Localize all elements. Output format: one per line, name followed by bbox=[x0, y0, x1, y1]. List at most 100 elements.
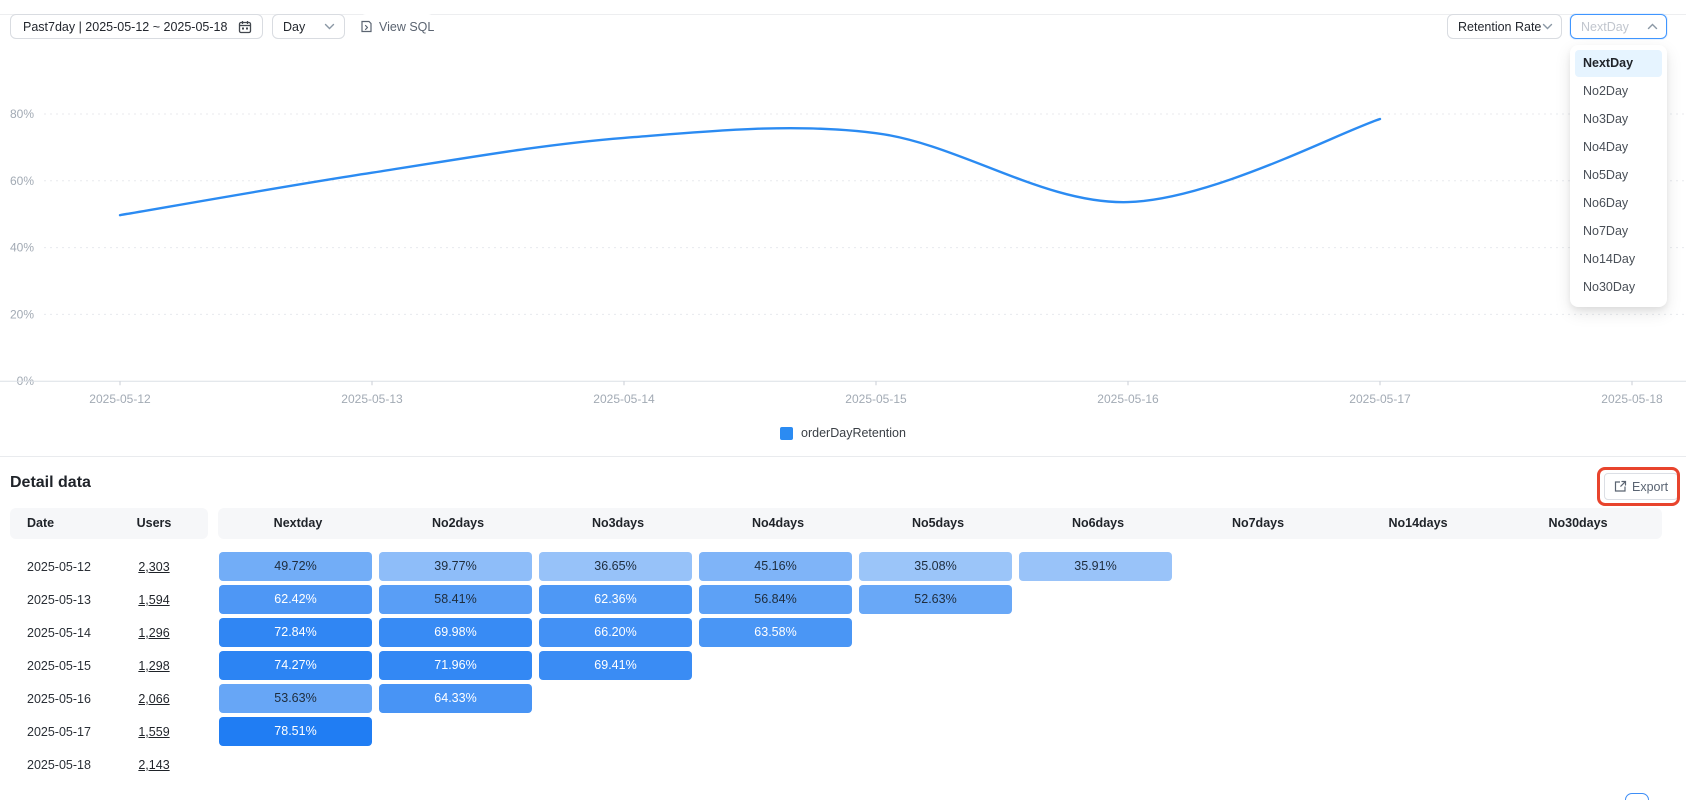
retention-cell: 35.08% bbox=[859, 552, 1012, 581]
svg-text:80%: 80% bbox=[10, 107, 34, 121]
dropdown-option-No5Day[interactable]: No5Day bbox=[1583, 168, 1629, 182]
date-cell: 2025-05-18 bbox=[27, 758, 91, 772]
svg-text:2025-05-18: 2025-05-18 bbox=[1601, 392, 1663, 406]
users-cell: 2,303 bbox=[100, 551, 208, 584]
pagination-button[interactable] bbox=[1625, 793, 1649, 800]
svg-text:2025-05-17: 2025-05-17 bbox=[1349, 392, 1411, 406]
dropdown-option-NextDay[interactable]: NextDay bbox=[1575, 50, 1662, 77]
retention-line-chart: 0%20%40%60%80%2025-05-12 2025-05-13 2025-0… bbox=[0, 107, 1686, 406]
period-select[interactable]: NextDay bbox=[1570, 14, 1667, 39]
svg-text:2025-05-14: 2025-05-14 bbox=[593, 392, 655, 406]
users-link[interactable]: 1,559 bbox=[138, 725, 170, 739]
dropdown-option-No7Day[interactable]: No7Day bbox=[1583, 224, 1629, 238]
dropdown-option-No3Day[interactable]: No3Day bbox=[1583, 112, 1629, 126]
sql-document-icon bbox=[360, 20, 373, 33]
svg-text:20%: 20% bbox=[10, 307, 34, 321]
chevron-down-icon bbox=[1542, 23, 1553, 30]
retention-cell: 53.63% bbox=[219, 684, 372, 713]
chevron-up-icon bbox=[1647, 23, 1658, 30]
period-placeholder: NextDay bbox=[1581, 19, 1629, 34]
retention-cell: 69.41% bbox=[539, 651, 692, 680]
legend-item-orderDayRetention[interactable]: orderDayRetention bbox=[780, 426, 906, 440]
column-header-no5days: No5days bbox=[911, 516, 965, 530]
retention-cell: 64.33% bbox=[379, 684, 532, 713]
retention-cell: 66.20% bbox=[539, 618, 692, 647]
retention-cell: 49.72% bbox=[219, 552, 372, 581]
dropdown-option-No6Day[interactable]: No6Day bbox=[1583, 196, 1629, 210]
column-header-no3days: No3days bbox=[591, 516, 645, 530]
retention-cell: 45.16% bbox=[699, 552, 852, 581]
section-divider bbox=[0, 456, 1686, 457]
users-cell: 1,298 bbox=[100, 650, 208, 683]
table-header-group-retention bbox=[218, 508, 1662, 539]
column-header-nextday: Nextday bbox=[273, 516, 323, 530]
users-link[interactable]: 2,143 bbox=[138, 758, 170, 772]
legend-marker bbox=[780, 426, 794, 440]
granularity-value: Day bbox=[283, 19, 306, 34]
retention-cell: 62.36% bbox=[539, 585, 692, 614]
column-header-no7days: No7days bbox=[1231, 516, 1285, 530]
dropdown-option-No2Day[interactable]: No2Day bbox=[1583, 84, 1629, 98]
date-range-value: Past7day | 2025-05-12 ~ 2025-05-18 bbox=[23, 19, 228, 34]
svg-text:40%: 40% bbox=[10, 241, 34, 255]
column-header-no30days: No30days bbox=[1548, 516, 1608, 530]
table-header-group-left bbox=[10, 508, 208, 539]
view-sql-label: View SQL bbox=[379, 19, 435, 34]
retention-cell: 78.51% bbox=[219, 717, 372, 746]
users-link[interactable]: 2,066 bbox=[138, 692, 170, 706]
column-header-no14days: No14days bbox=[1388, 516, 1448, 530]
svg-text:2025-05-15: 2025-05-15 bbox=[845, 392, 907, 406]
column-header-no4days: No4days bbox=[751, 516, 805, 530]
users-link[interactable]: 1,296 bbox=[138, 626, 170, 640]
calendar-icon bbox=[238, 20, 252, 34]
users-cell: 2,143 bbox=[100, 749, 208, 782]
chart-legend: orderDayRetention bbox=[0, 426, 1686, 440]
svg-text:2025-05-12: 2025-05-12 bbox=[89, 392, 151, 406]
retention-cell: 39.77% bbox=[379, 552, 532, 581]
users-cell: 1,559 bbox=[100, 716, 208, 749]
users-link[interactable]: 1,594 bbox=[138, 593, 170, 607]
date-cell: 2025-05-12 bbox=[27, 560, 91, 574]
svg-text:2025-05-16: 2025-05-16 bbox=[1097, 392, 1159, 406]
detail-data-title: Detail data bbox=[10, 474, 91, 491]
dropdown-option-No14Day[interactable]: No14Day bbox=[1583, 252, 1636, 266]
metric-value: Retention Rate bbox=[1458, 19, 1542, 34]
date-cell: 2025-05-17 bbox=[27, 725, 91, 739]
legend-label: orderDayRetention bbox=[801, 426, 906, 440]
retention-cell: 72.84% bbox=[219, 618, 372, 647]
retention-cell: 71.96% bbox=[379, 651, 532, 680]
granularity-select[interactable]: Day bbox=[272, 14, 345, 39]
top-divider bbox=[0, 14, 1686, 15]
retention-cell: 56.84% bbox=[699, 585, 852, 614]
svg-text:60%: 60% bbox=[10, 174, 34, 188]
dropdown-option-No30Day[interactable]: No30Day bbox=[1583, 280, 1636, 294]
column-header-no6days: No6days bbox=[1071, 516, 1125, 530]
date-range-picker[interactable]: Past7day | 2025-05-12 ~ 2025-05-18 bbox=[10, 14, 263, 39]
metric-select[interactable]: Retention Rate bbox=[1447, 14, 1562, 39]
users-cell: 2,066 bbox=[100, 683, 208, 716]
period-dropdown-panel: NextDay No2Day No3Day No4Day No5Day No6Day No7… bbox=[1570, 45, 1667, 307]
column-header-date: Date bbox=[27, 516, 55, 530]
retention-cell: 35.91% bbox=[1019, 552, 1172, 581]
export-icon bbox=[1614, 480, 1627, 493]
date-cell: 2025-05-13 bbox=[27, 593, 91, 607]
date-cell: 2025-05-15 bbox=[27, 659, 91, 673]
export-label: Export bbox=[1632, 479, 1669, 494]
column-header-users: Users bbox=[136, 516, 172, 530]
dropdown-option-No4Day[interactable]: No4Day bbox=[1583, 140, 1629, 154]
export-button[interactable]: Export bbox=[1604, 473, 1679, 500]
users-cell: 1,296 bbox=[100, 617, 208, 650]
retention-cell: 62.42% bbox=[219, 585, 372, 614]
retention-cell: 74.27% bbox=[219, 651, 372, 680]
view-sql-button[interactable]: View SQL bbox=[360, 14, 435, 39]
retention-cell: 36.65% bbox=[539, 552, 692, 581]
users-link[interactable]: 1,298 bbox=[138, 659, 170, 673]
retention-cell: 52.63% bbox=[859, 585, 1012, 614]
users-cell: 1,594 bbox=[100, 584, 208, 617]
date-cell: 2025-05-14 bbox=[27, 626, 91, 640]
retention-cell: 63.58% bbox=[699, 618, 852, 647]
users-link[interactable]: 2,303 bbox=[138, 560, 170, 574]
retention-cell: 69.98% bbox=[379, 618, 532, 647]
